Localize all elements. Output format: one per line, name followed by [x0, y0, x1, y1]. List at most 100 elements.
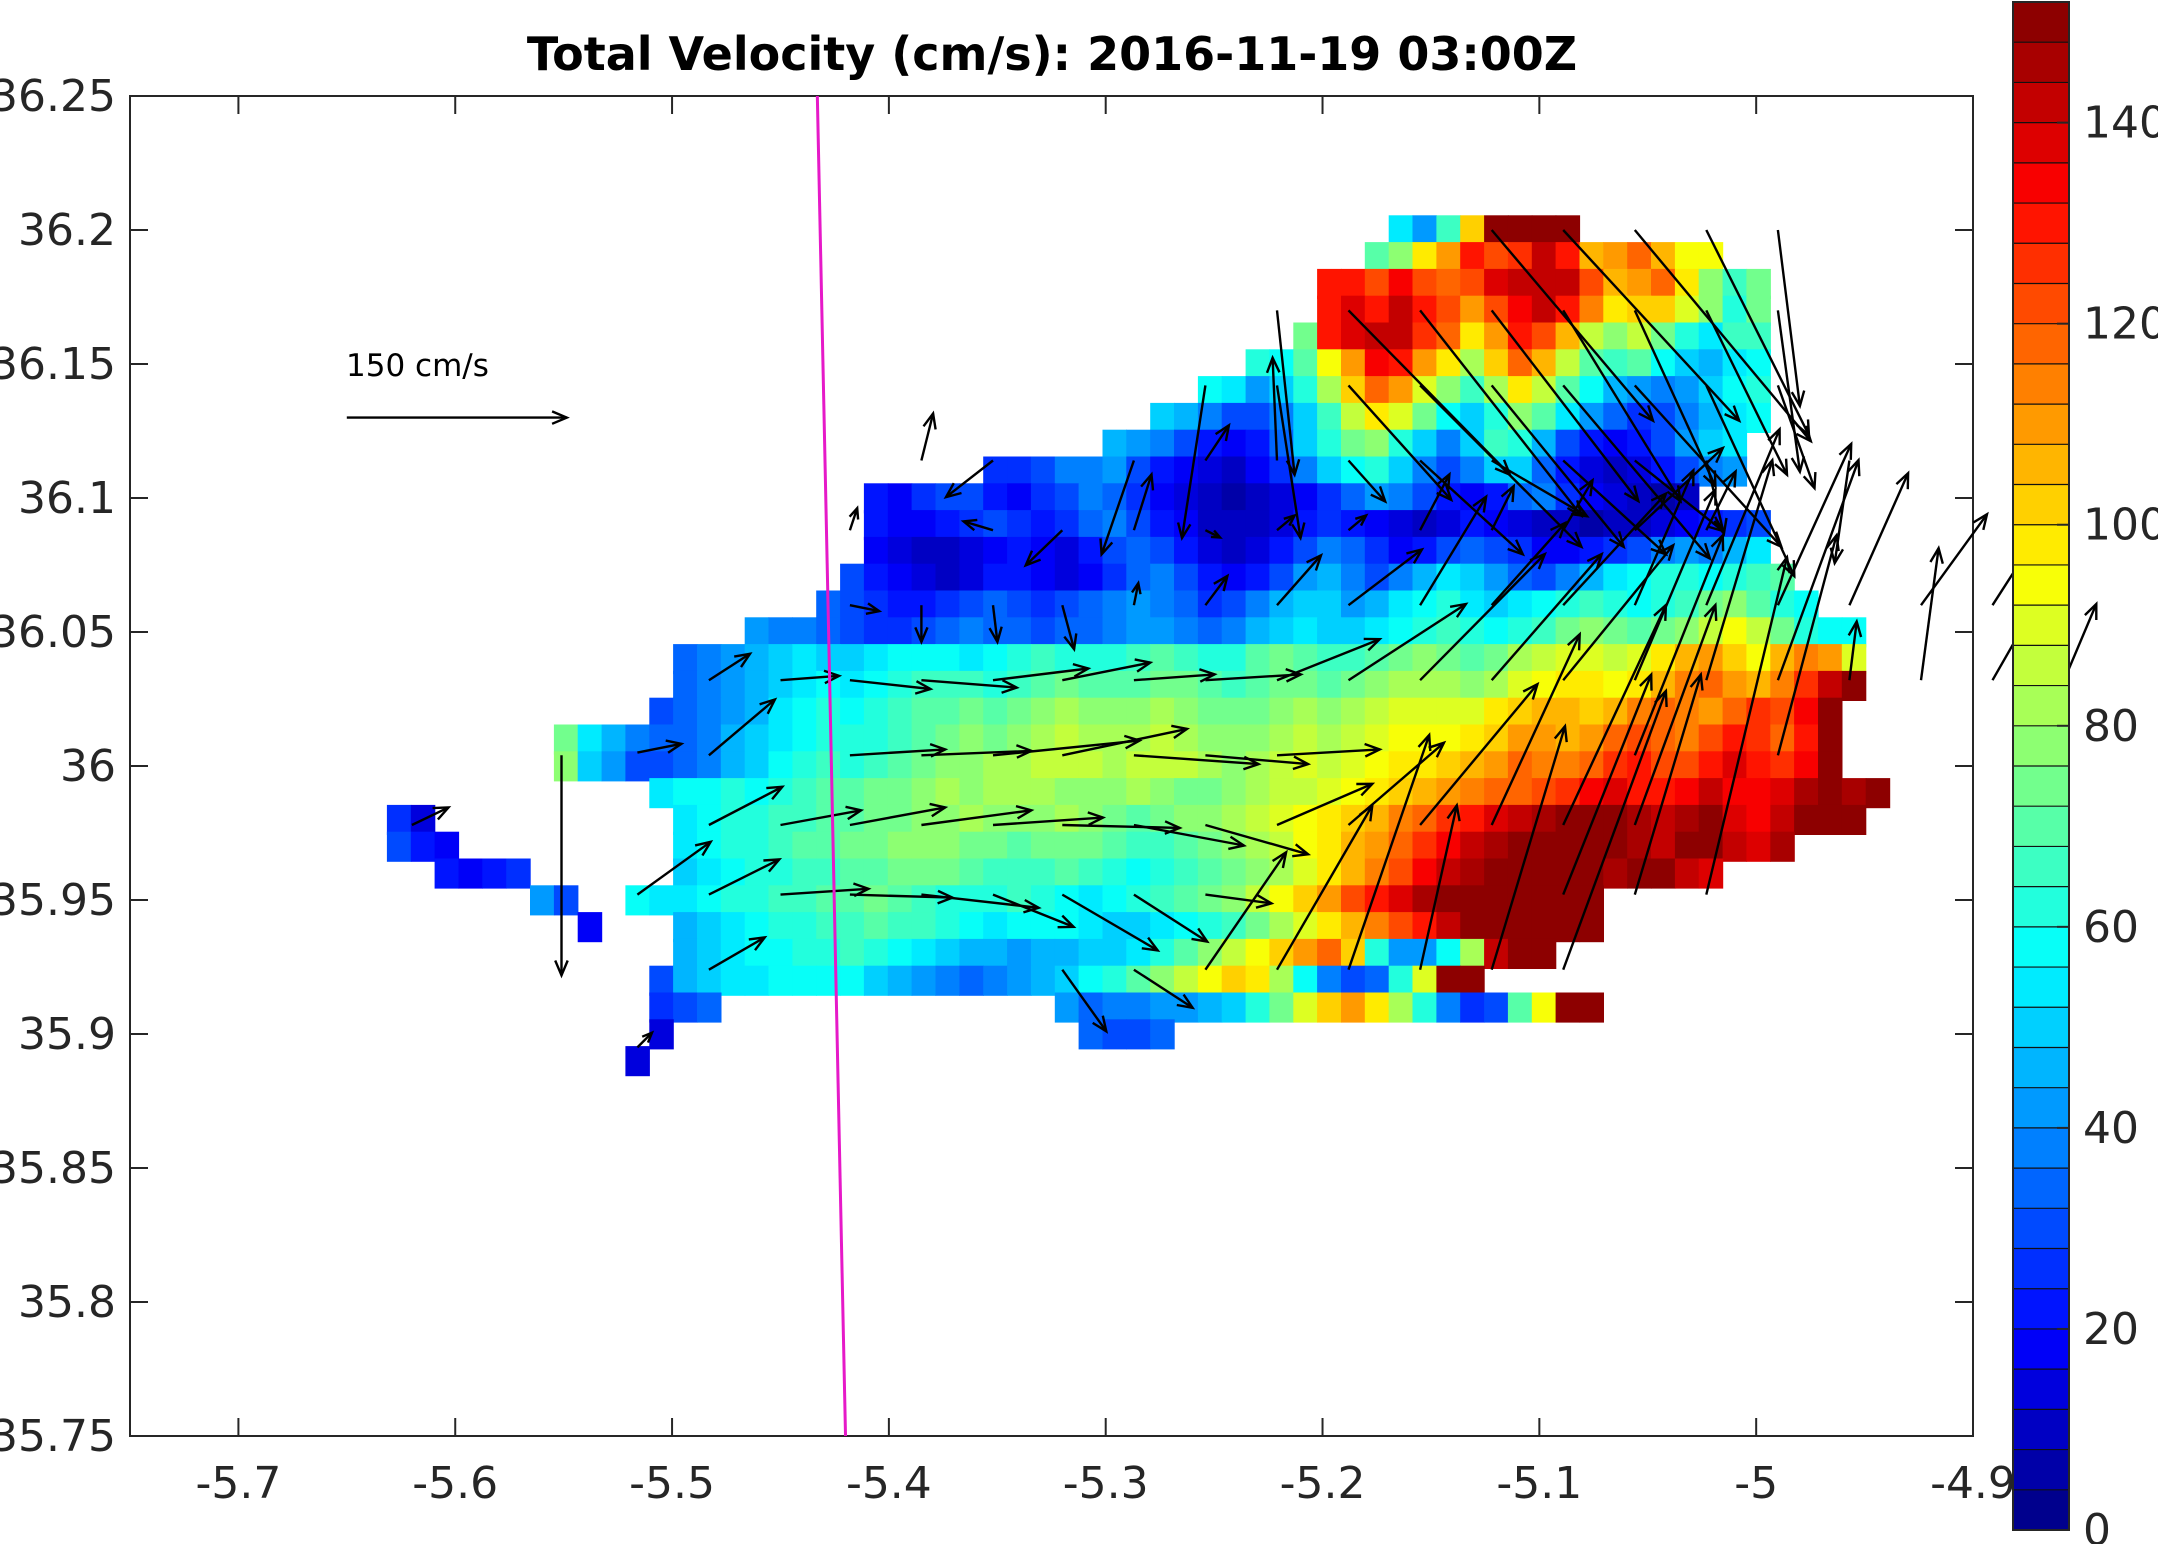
- velocity-cell: [1484, 831, 1509, 862]
- velocity-cell: [959, 831, 984, 862]
- velocity-cell: [1531, 215, 1557, 246]
- colorbar-segment: [2013, 645, 2069, 687]
- velocity-cell: [625, 885, 650, 916]
- velocity-cell: [1388, 563, 1414, 594]
- velocity-cell: [1388, 885, 1414, 916]
- velocity-cell: [1579, 295, 1604, 326]
- colorbar-segment: [2013, 967, 2069, 1008]
- velocity-cell: [1388, 483, 1414, 514]
- velocity-cell: [1317, 885, 1342, 916]
- velocity-cell: [1555, 912, 1581, 943]
- velocity-cell: [1603, 644, 1628, 675]
- velocity-cell: [1245, 590, 1271, 621]
- colorbar-segment: [2013, 926, 2069, 968]
- velocity-cell: [673, 670, 698, 701]
- velocity-cell: [768, 938, 793, 969]
- velocity-cell: [1436, 349, 1461, 380]
- velocity-cell: [792, 778, 817, 809]
- velocity-cell: [1555, 242, 1581, 273]
- velocity-cell: [1627, 483, 1652, 514]
- velocity-vector: [1633, 602, 1718, 826]
- velocity-cell: [1150, 778, 1175, 809]
- velocity-cell: [863, 912, 889, 943]
- velocity-cell: [768, 751, 793, 782]
- velocity-cell: [1674, 242, 1700, 273]
- velocity-cell: [959, 751, 984, 782]
- velocity-cell: [1078, 965, 1104, 996]
- velocity-cell: [1388, 724, 1414, 755]
- velocity-vector: [1776, 310, 1806, 475]
- velocity-cell: [1317, 670, 1342, 701]
- colorbar-segment: [2013, 1208, 2069, 1250]
- velocity-cell: [1221, 938, 1247, 969]
- colorbar: 0 20 40 60 80 100 120 140: [2012, 1, 2158, 1544]
- velocity-vector: [1633, 309, 1717, 490]
- velocity-cell: [1818, 670, 1843, 701]
- velocity-cell: [1674, 670, 1700, 701]
- velocity-cell: [1245, 349, 1271, 380]
- colorbar-segment: [2013, 1087, 2069, 1129]
- velocity-cell: [1818, 778, 1843, 809]
- velocity-cell: [386, 804, 412, 835]
- velocity-cell: [625, 751, 650, 782]
- velocity-cell: [1007, 965, 1032, 996]
- velocity-cell: [673, 724, 698, 755]
- colorbar-tick-label: 20: [2083, 1304, 2139, 1355]
- velocity-cell: [1341, 429, 1366, 460]
- velocity-cell: [1054, 563, 1080, 594]
- velocity-cell: [1388, 938, 1414, 969]
- velocity-cell: [1078, 831, 1104, 862]
- velocity-cell: [1007, 697, 1032, 728]
- velocity-cell: [1007, 778, 1032, 809]
- velocity-cell: [1317, 322, 1342, 353]
- velocity-cell: [1722, 644, 1748, 675]
- velocity-cell: [983, 563, 1008, 594]
- velocity-cell: [697, 644, 722, 675]
- velocity-cell: [1484, 751, 1509, 782]
- colorbar-segment: [2013, 82, 2069, 124]
- velocity-cell: [1245, 644, 1271, 675]
- velocity-cell: [1030, 510, 1056, 541]
- velocity-cell: [959, 617, 984, 648]
- velocity-cell: [1150, 670, 1175, 701]
- velocity-cell: [1436, 697, 1461, 728]
- velocity-cell: [1555, 831, 1581, 862]
- velocity-cell: [887, 965, 913, 996]
- velocity-cell: [1269, 858, 1294, 889]
- velocity-cell: [959, 536, 984, 567]
- velocity-cell: [887, 644, 913, 675]
- velocity-vector: [1347, 513, 1369, 532]
- velocity-cell: [1174, 617, 1199, 648]
- velocity-cell: [744, 804, 770, 835]
- velocity-cell: [1364, 992, 1390, 1023]
- velocity-cell: [1269, 483, 1294, 514]
- velocity-cell: [1150, 858, 1175, 889]
- velocity-cell: [386, 831, 412, 862]
- x-tick-label: -5.7: [195, 1458, 281, 1509]
- velocity-vector: [1133, 893, 1210, 944]
- velocity-cell: [1054, 590, 1080, 621]
- velocity-cell: [863, 697, 889, 728]
- x-tick-label: -5.6: [412, 1458, 498, 1509]
- velocity-cell: [1126, 536, 1151, 567]
- colorbar-segment: [2013, 1489, 2069, 1531]
- velocity-cell: [1054, 992, 1080, 1023]
- colorbar-segment: [2013, 1409, 2069, 1451]
- y-tick-label: 35.9: [18, 1009, 116, 1060]
- velocity-cell: [911, 965, 937, 996]
- velocity-cell: [1436, 376, 1461, 407]
- velocity-cell: [792, 858, 817, 889]
- velocity-vector: [1204, 529, 1223, 539]
- velocity-cell: [1388, 295, 1414, 326]
- velocity-cell: [1341, 322, 1366, 353]
- velocity-cell: [863, 938, 889, 969]
- velocity-cell: [1460, 751, 1485, 782]
- velocity-cell: [1007, 938, 1032, 969]
- velocity-cell: [1531, 268, 1557, 299]
- velocity-cell: [768, 670, 793, 701]
- velocity-cell: [935, 563, 960, 594]
- velocity-cell: [1030, 751, 1056, 782]
- velocity-cell: [1341, 402, 1366, 433]
- velocity-cell: [1269, 563, 1294, 594]
- velocity-cell: [1507, 510, 1533, 541]
